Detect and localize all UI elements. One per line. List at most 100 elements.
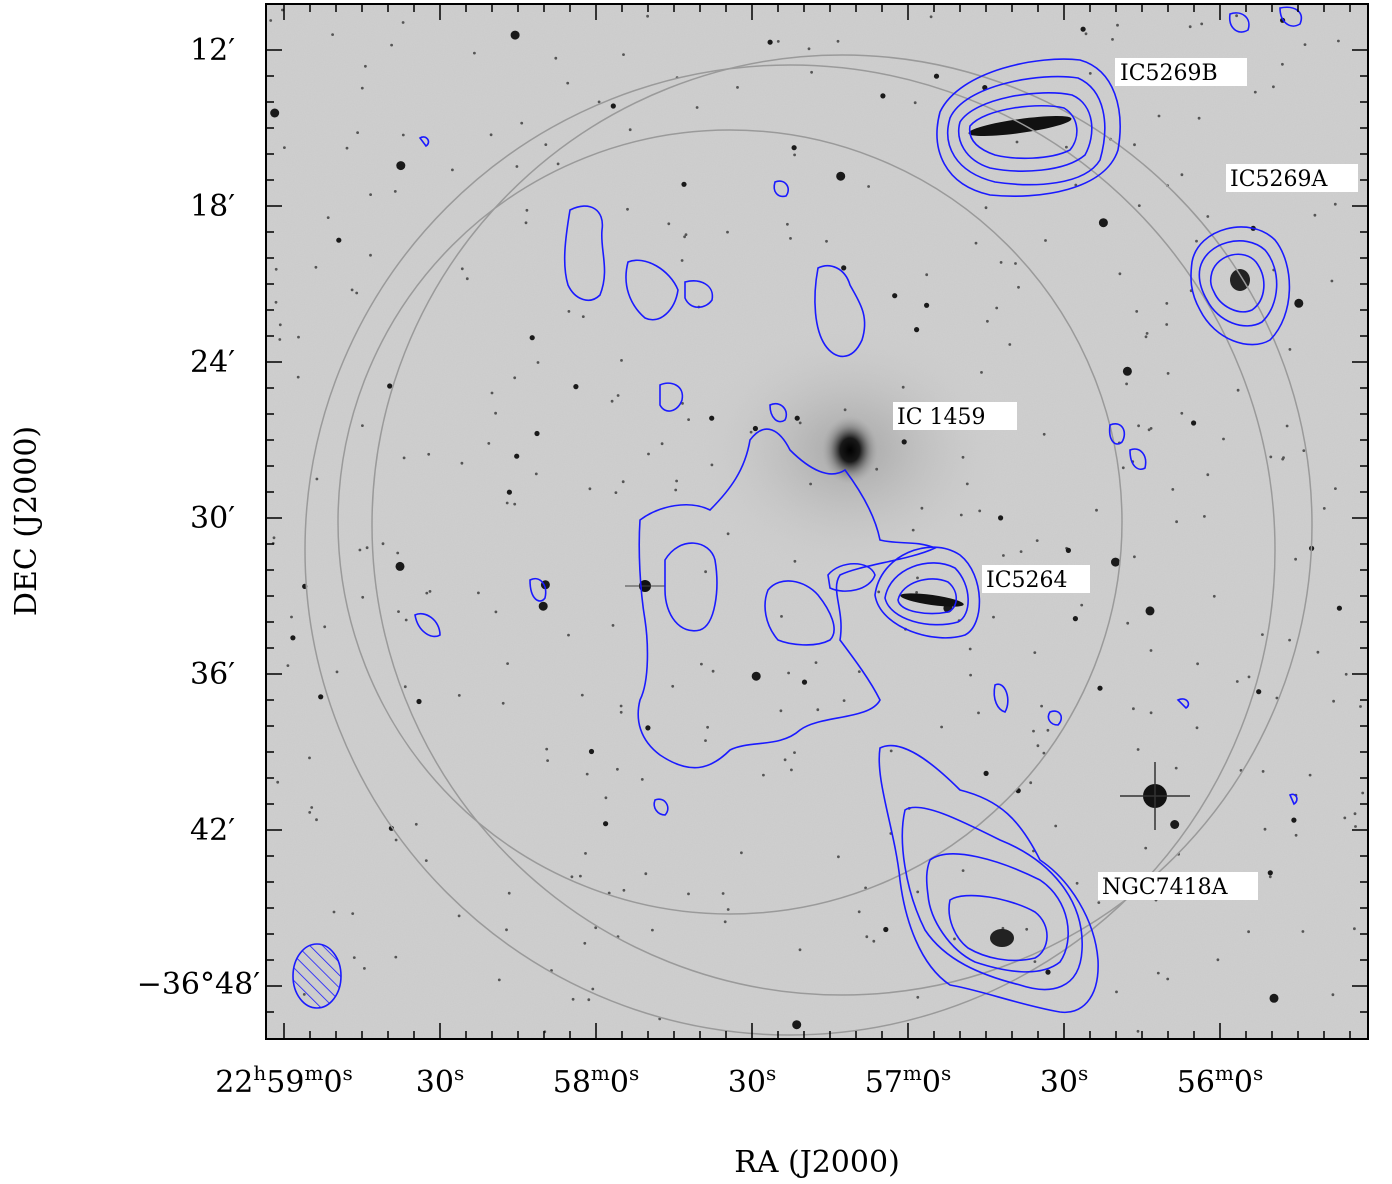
star (571, 997, 575, 1001)
star (296, 375, 300, 379)
star (506, 662, 509, 665)
star (1065, 547, 1071, 554)
star (1308, 773, 1312, 777)
star (315, 477, 319, 481)
dec-tick-label: 24′ (190, 345, 235, 380)
ra-tick-label: 30s (1040, 1061, 1088, 1100)
star (579, 874, 582, 878)
star (1195, 726, 1199, 730)
star (622, 53, 625, 56)
star (1268, 875, 1272, 879)
star (953, 937, 956, 941)
star (428, 590, 432, 593)
bright-star (1120, 762, 1190, 830)
star (667, 222, 671, 226)
star (1156, 971, 1160, 975)
star (1136, 1029, 1140, 1033)
star (534, 430, 540, 437)
star (510, 30, 520, 40)
star (1065, 145, 1068, 149)
star (536, 361, 540, 364)
star (308, 756, 311, 760)
star (687, 418, 690, 421)
star (326, 216, 330, 220)
star (1157, 114, 1161, 118)
star (524, 221, 528, 225)
star (1166, 977, 1170, 981)
star (1145, 332, 1149, 335)
star (1294, 298, 1304, 308)
star (1174, 766, 1178, 770)
star (544, 143, 548, 147)
star (1149, 711, 1153, 715)
star (332, 910, 336, 914)
star (998, 515, 1004, 521)
star (1040, 704, 1043, 708)
star (842, 699, 846, 702)
star (968, 647, 972, 651)
star (1111, 38, 1114, 41)
star (388, 825, 394, 831)
star (875, 467, 879, 471)
star (793, 153, 796, 157)
star (290, 635, 296, 641)
ic5269a-galaxy (1230, 269, 1250, 291)
star (1288, 638, 1291, 642)
star (980, 371, 983, 374)
star (837, 855, 840, 859)
star (999, 261, 1003, 264)
star (776, 40, 780, 43)
star (783, 758, 787, 762)
star (1203, 515, 1206, 518)
ra-tick-label: 57m0s (865, 1061, 952, 1100)
star (626, 207, 629, 211)
star (1074, 183, 1078, 187)
star (591, 987, 595, 991)
star (414, 822, 418, 826)
star (1247, 930, 1250, 934)
star (726, 532, 730, 536)
star (513, 502, 517, 506)
star (487, 442, 491, 445)
star (1097, 901, 1101, 904)
label-ic1459: IC 1459 (897, 405, 986, 430)
star (566, 81, 570, 85)
star (1122, 366, 1132, 376)
star (497, 978, 501, 982)
star (969, 673, 972, 677)
star (1212, 594, 1216, 598)
star (529, 335, 535, 341)
star (780, 615, 783, 618)
star (616, 394, 620, 397)
star (1014, 262, 1017, 265)
star (501, 701, 505, 705)
star (640, 778, 644, 781)
star (901, 385, 905, 389)
star (402, 456, 406, 460)
star (901, 439, 907, 445)
star (1115, 990, 1118, 994)
star (350, 288, 354, 292)
star (494, 610, 498, 614)
label-ic5269b: IC5269B (1120, 61, 1218, 86)
star (700, 662, 703, 666)
star (1095, 508, 1098, 512)
star (1015, 140, 1019, 144)
star (816, 708, 820, 712)
star (610, 103, 616, 109)
star (1334, 487, 1337, 490)
star (1144, 335, 1148, 339)
star (358, 548, 362, 552)
star (793, 751, 796, 754)
star (538, 601, 548, 611)
star (1247, 675, 1251, 679)
star (913, 101, 917, 105)
star (1253, 90, 1257, 94)
star (457, 914, 461, 918)
star (1044, 239, 1047, 242)
star (807, 47, 811, 51)
star (767, 39, 773, 45)
star (356, 131, 359, 135)
star (1200, 22, 1204, 26)
star (1269, 455, 1273, 459)
